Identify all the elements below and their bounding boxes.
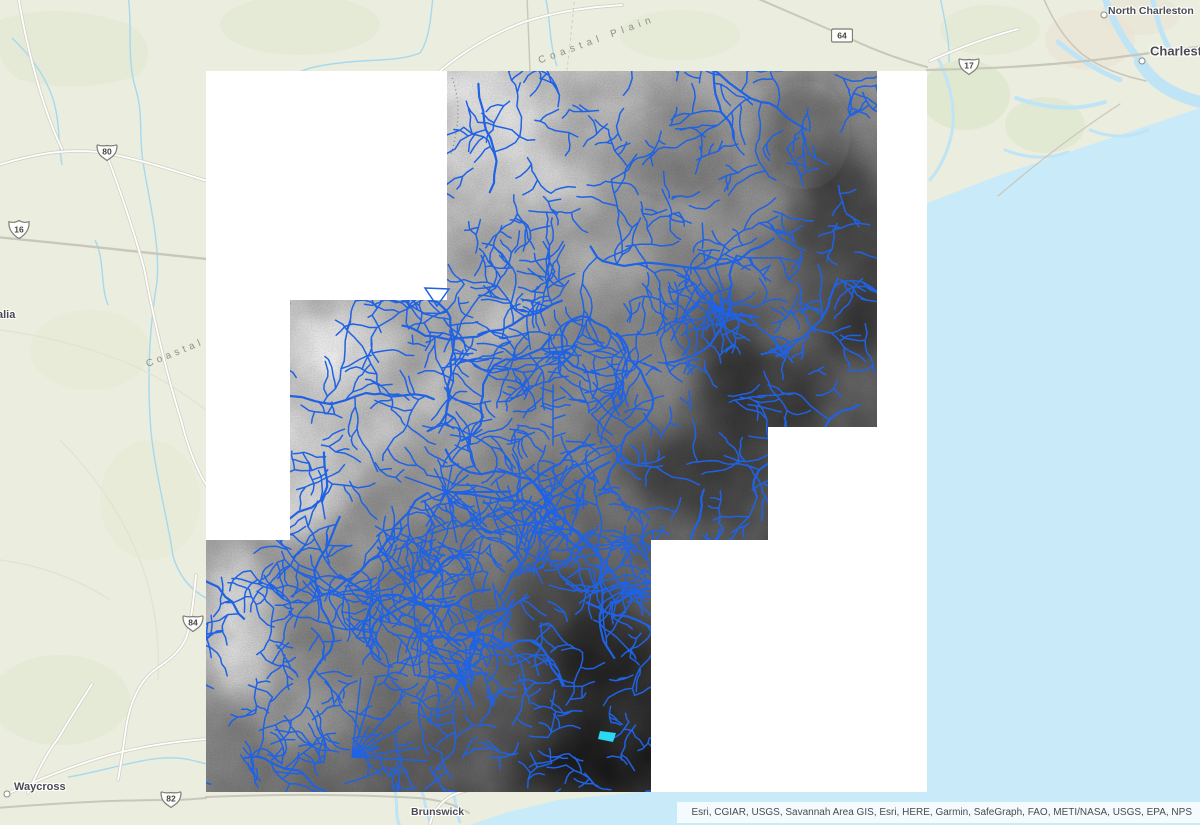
rivers — [11, 0, 950, 778]
city-marker-dot — [3, 790, 11, 798]
svg-text:64: 64 — [837, 31, 847, 41]
city-label-alia: alia — [0, 309, 16, 321]
route-shield-interstate-16: 16 — [8, 219, 30, 245]
map-attribution: Esri, CGIAR, USGS, Savannah Area GIS, Es… — [677, 802, 1200, 823]
city-marker-dot — [1100, 11, 1108, 19]
route-shield-state-64: 64 — [830, 27, 854, 52]
minor-roads — [0, 329, 207, 681]
svg-text:82: 82 — [166, 794, 176, 804]
route-shield-us-84: 84 — [182, 613, 204, 638]
attribution-text: Esri, CGIAR, USGS, Savannah Area GIS, Es… — [691, 807, 1192, 818]
svg-text:16: 16 — [14, 225, 24, 235]
route-shield-us-17: 17 — [958, 56, 980, 81]
ocean — [470, 108, 1200, 825]
city-marker-dot — [1138, 57, 1146, 65]
cyan-pond — [598, 731, 616, 742]
route-shield-us-82: 82 — [160, 789, 182, 814]
triangle-stream-marker — [423, 287, 451, 308]
svg-text:84: 84 — [188, 618, 198, 628]
dem-water-features — [598, 731, 616, 742]
city-label-waycross: Waycross — [14, 781, 66, 793]
svg-text:80: 80 — [102, 147, 112, 157]
overlay-unclipped-features — [423, 287, 451, 308]
admin-boundary — [566, 0, 576, 71]
city-label-charleston: Charleston — [1150, 43, 1200, 59]
route-shield-us-80: 80 — [96, 142, 118, 167]
city-label-brunswick: Brunswick — [411, 806, 465, 818]
svg-text:17: 17 — [964, 61, 974, 71]
city-label-north-charleston: North Charleston — [1108, 5, 1194, 17]
